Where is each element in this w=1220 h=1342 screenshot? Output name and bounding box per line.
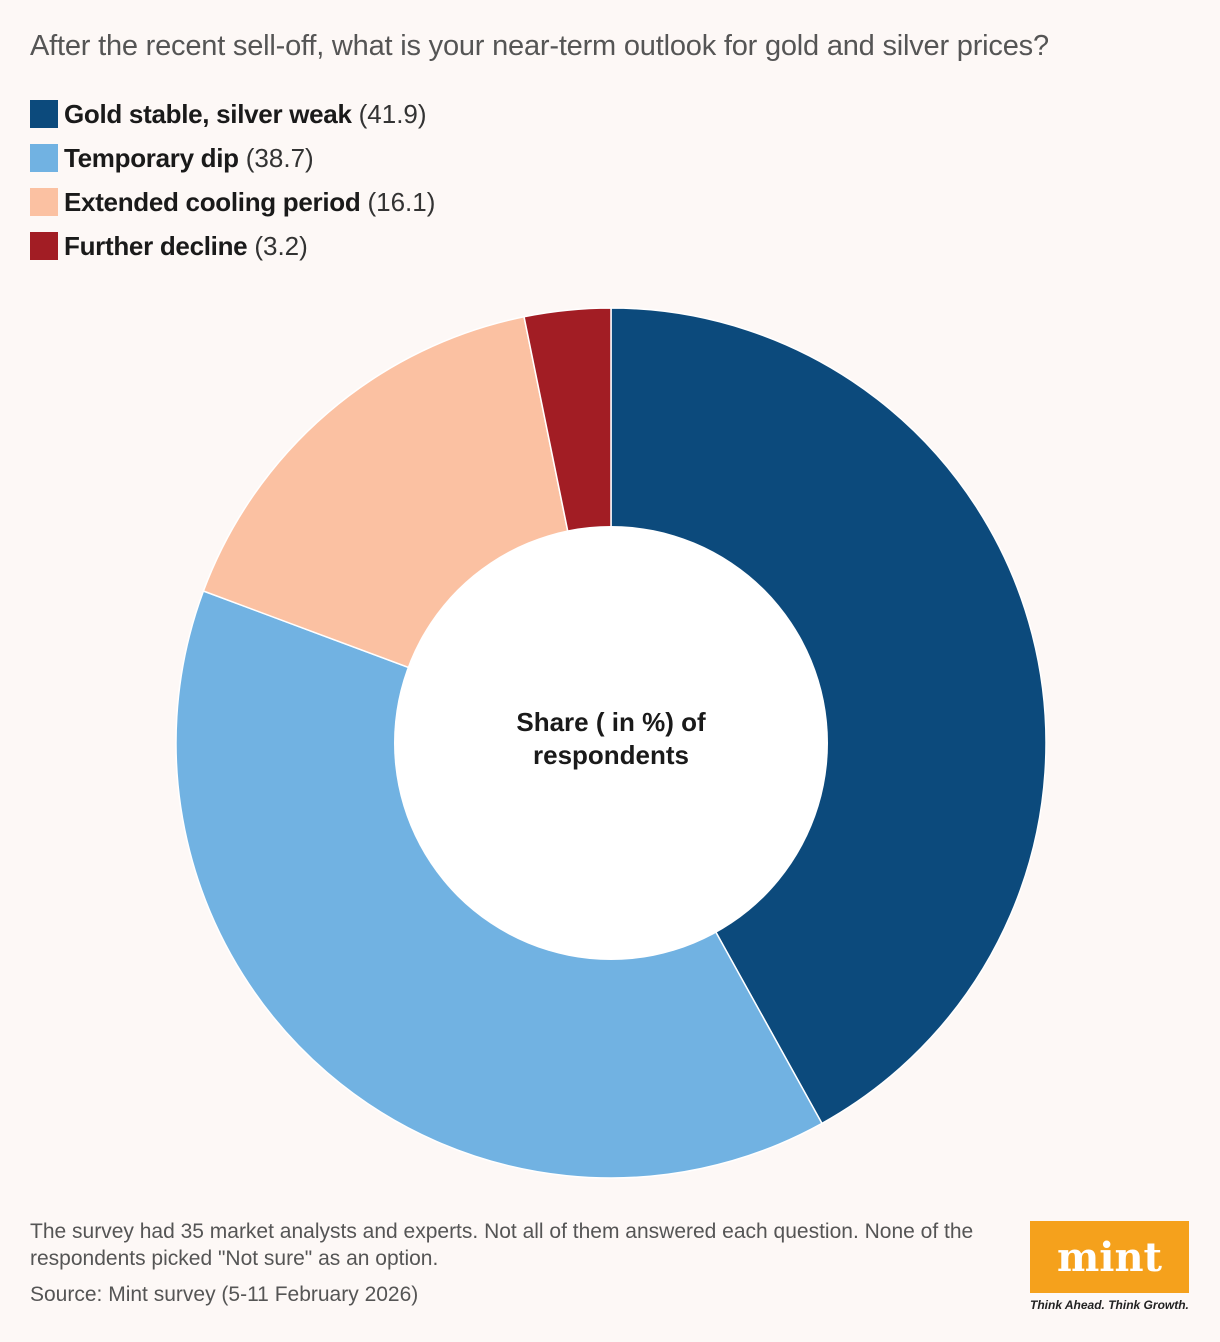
- mint-logo: mint: [1030, 1221, 1189, 1293]
- legend-label: Gold stable, silver weak: [64, 98, 352, 129]
- legend-item-further-decline: Further decline (3.2): [30, 224, 435, 268]
- footnote: The survey had 35 market analysts and ex…: [30, 1220, 974, 1270]
- legend-value: (16.1): [367, 186, 436, 217]
- center-label-line1: Share ( in %) of: [516, 707, 706, 737]
- chart-legend: Gold stable, silver weak (41.9) Temporar…: [30, 92, 435, 268]
- legend-swatch: [30, 232, 58, 260]
- legend-swatch: [30, 144, 58, 172]
- legend-value: (41.9): [358, 98, 427, 129]
- center-label-line2: respondents: [533, 740, 689, 770]
- legend-label: Further decline: [64, 230, 248, 261]
- donut-hole: [394, 526, 828, 960]
- legend-item-temporary-dip: Temporary dip (38.7): [30, 136, 435, 180]
- source-line: Source: Mint survey (5-11 February 2026): [30, 1283, 419, 1306]
- legend-swatch: [30, 188, 58, 216]
- legend-item-extended-cooling: Extended cooling period (16.1): [30, 180, 435, 224]
- legend-swatch: [30, 100, 58, 128]
- logo-tagline: Think Ahead. Think Growth.: [1030, 1298, 1189, 1312]
- legend-item-gold-stable: Gold stable, silver weak (41.9): [30, 92, 435, 136]
- legend-value: (3.2): [254, 230, 308, 261]
- legend-label: Temporary dip: [64, 142, 239, 173]
- legend-label: Extended cooling period: [64, 186, 361, 217]
- legend-value: (38.7): [245, 142, 314, 173]
- chart-title: After the recent sell-off, what is your …: [30, 30, 1049, 62]
